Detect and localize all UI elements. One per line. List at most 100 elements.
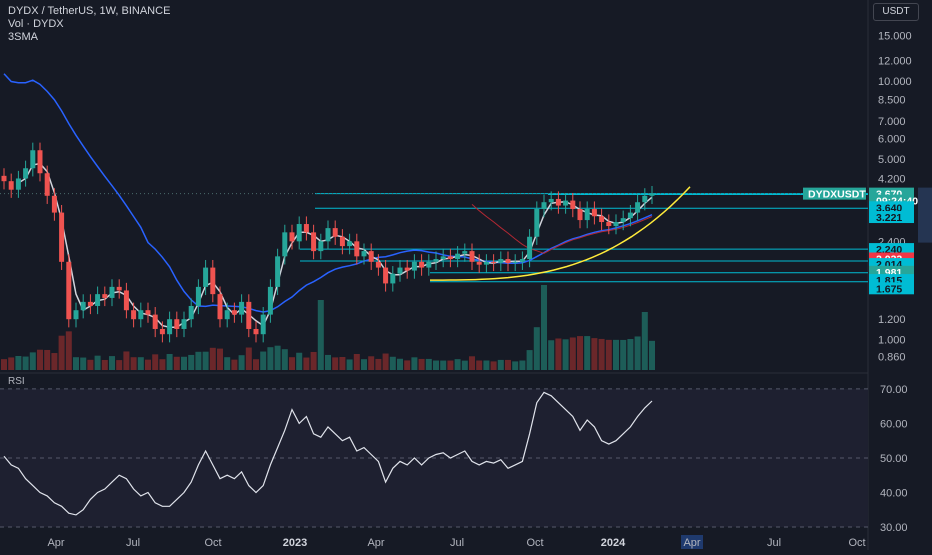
volume-bar — [490, 361, 497, 370]
volume-bar — [209, 347, 216, 370]
symbol-tag[interactable] — [803, 187, 866, 200]
candle-body — [210, 267, 216, 295]
symbol-tag-label: DYDXUSDT — [808, 189, 866, 201]
time-highlight — [681, 535, 703, 549]
volume-bar — [476, 360, 483, 370]
time-axis-label: Oct — [204, 537, 221, 549]
candle-body — [339, 236, 345, 247]
volume-bar — [260, 351, 267, 370]
volume-bar — [447, 360, 454, 370]
candle-body — [37, 150, 43, 174]
candle-body — [440, 256, 446, 260]
price-tag-label: 3.221 — [876, 212, 902, 224]
candle-body — [527, 236, 533, 260]
price-tag[interactable] — [869, 282, 914, 295]
volume-bar — [101, 359, 108, 370]
candle-body — [231, 310, 237, 315]
rsi-pane: RSI — [0, 376, 868, 528]
candle-body — [159, 328, 165, 335]
volume-bar — [80, 357, 87, 370]
volume-bar — [433, 360, 439, 370]
volume-bar — [548, 340, 555, 370]
volume-bar — [130, 357, 137, 370]
volume-bar — [173, 356, 180, 370]
volume-legend[interactable]: Vol · DYDX — [8, 18, 64, 30]
candle-body — [462, 251, 468, 254]
volume-bar — [541, 285, 547, 370]
volume-bar — [598, 338, 605, 370]
price-axis-label: 1.000 — [878, 335, 906, 347]
candle-body — [548, 198, 554, 203]
candle-body — [368, 251, 374, 262]
time-axis-label: Jul — [450, 537, 464, 549]
candle-body — [267, 286, 273, 315]
volume-bar — [310, 351, 317, 370]
candle-body — [455, 253, 461, 260]
price-axis[interactable]: 15.000 12.000 10.000 8.500 7.000 6.000 5.000 4.… — [803, 30, 932, 534]
currency-button[interactable]: USDT — [873, 3, 919, 21]
volume-bar — [577, 336, 583, 370]
volume-bar — [411, 357, 418, 370]
volume-bar — [51, 353, 58, 370]
volume-bar — [44, 349, 51, 370]
volume-bar — [15, 355, 22, 370]
sma-legend[interactable]: 3SMA — [8, 31, 38, 43]
volume-bar — [94, 355, 101, 370]
volume-bar — [620, 339, 627, 370]
candle-body — [404, 267, 410, 271]
candle-body — [87, 301, 93, 306]
price-tag[interactable] — [869, 201, 914, 214]
volume-bar — [469, 356, 475, 370]
volume-bar — [562, 339, 569, 370]
candle-body — [627, 212, 633, 219]
volume-bar — [166, 353, 173, 370]
price-tag-label: 1.675 — [876, 283, 902, 295]
candle-body — [426, 261, 432, 268]
price-axis-label: 5.000 — [878, 154, 906, 166]
volume-bar — [454, 359, 461, 370]
candle-body — [361, 251, 367, 257]
time-axis-label: Apr — [683, 537, 700, 549]
price-tag[interactable] — [869, 243, 914, 256]
candle-body — [347, 241, 353, 247]
rsi-axis-label: 30.00 — [880, 522, 908, 534]
candle-body — [375, 261, 381, 268]
volume-bar — [181, 356, 187, 370]
volume-bar — [65, 331, 72, 370]
candle-body — [51, 195, 57, 213]
price-tag[interactable] — [869, 211, 914, 224]
candle-body — [23, 168, 29, 179]
volume-bar — [591, 338, 598, 370]
candle-body — [570, 200, 576, 210]
candle-body — [8, 181, 14, 190]
volume-bar — [87, 359, 94, 370]
candle-body — [282, 232, 288, 257]
rsi-title[interactable]: RSI — [8, 376, 25, 387]
volume-bar — [245, 347, 252, 370]
time-axis-label: Apr — [47, 537, 64, 549]
price-axis-label: 1.200 — [878, 314, 906, 326]
volume-bar — [152, 354, 159, 370]
candle-body — [145, 310, 151, 315]
volume-bar — [231, 359, 238, 370]
candle-body — [476, 261, 482, 265]
candle-body — [642, 195, 648, 203]
rsi-axis-label: 50.00 — [880, 453, 908, 465]
candle-body — [167, 319, 173, 335]
candle-body — [505, 259, 511, 263]
time-axis-label: Apr — [367, 537, 384, 549]
time-axis-label: 2023 — [283, 537, 307, 549]
volume-bar — [375, 358, 382, 370]
volume-bar — [73, 357, 79, 370]
time-axis[interactable]: Apr Jul Oct 2023 Apr Jul Oct 2024 Apr Jul Oct — [47, 535, 866, 549]
time-axis-label: Jul — [767, 537, 781, 549]
symbol-title[interactable]: DYDX / TetherUS, 1W, BINANCE — [8, 5, 171, 17]
volume-bar — [109, 356, 115, 370]
candle-body — [152, 314, 158, 329]
volume-bar — [397, 358, 403, 370]
volume-bar — [497, 359, 504, 370]
volume-bar — [159, 359, 166, 370]
volume-bar — [22, 356, 29, 370]
